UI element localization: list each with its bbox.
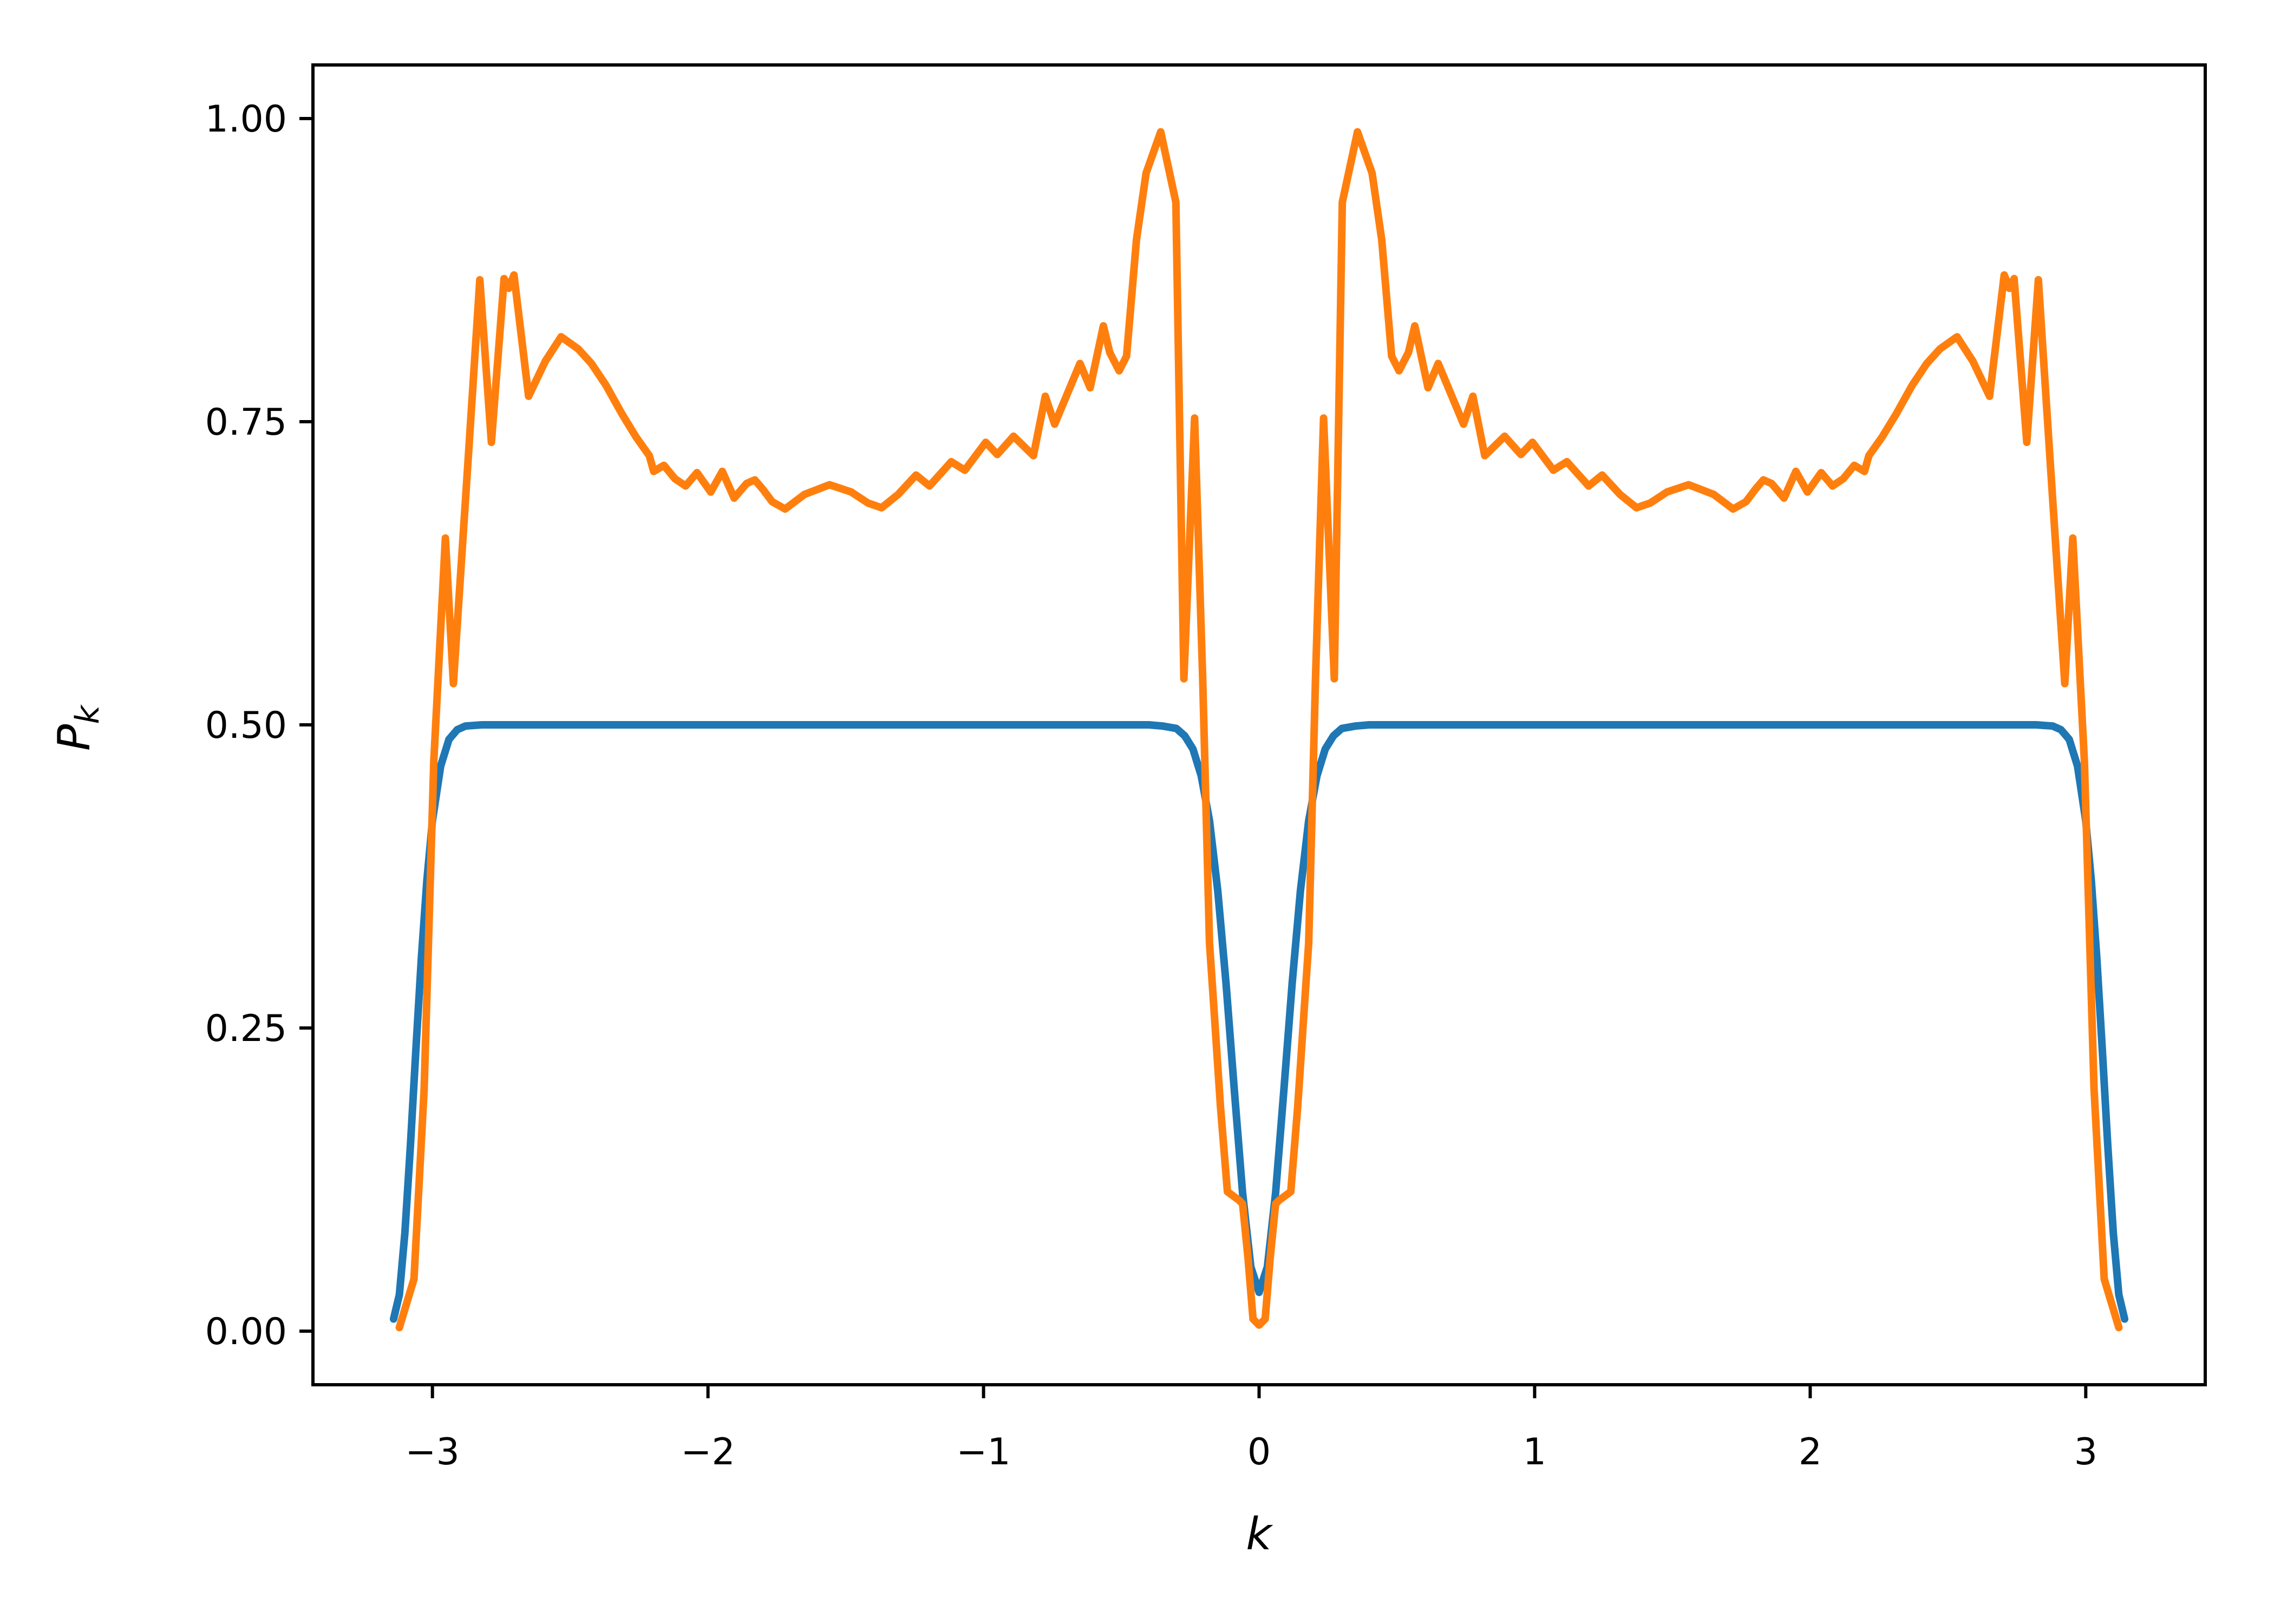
x-tick-label: −3 xyxy=(406,1431,460,1474)
series-line-smooth-occupation-curve xyxy=(389,721,2129,1323)
y-tick-label: 0.50 xyxy=(205,704,287,747)
y-tick-label: 0.00 xyxy=(205,1311,287,1353)
x-tick-label: −2 xyxy=(681,1431,735,1474)
y-tick-label: 1.00 xyxy=(205,98,287,141)
x-axis-ticks: −3 −2 −1 0 1 2 3 xyxy=(406,1385,2097,1474)
y-axis-ticks: 0.00 0.25 0.50 0.75 1.00 xyxy=(205,98,313,1353)
x-tick-label: 2 xyxy=(1799,1431,1822,1474)
y-tick-label: 0.75 xyxy=(205,401,287,444)
x-tick-label: 1 xyxy=(1523,1431,1546,1474)
y-axis-label-subscript: k xyxy=(69,704,107,724)
y-axis-label: Pk xyxy=(49,704,107,751)
x-tick-label: 3 xyxy=(2074,1431,2097,1474)
x-tick-label: 0 xyxy=(1247,1431,1271,1474)
y-axis-label-main: P xyxy=(49,724,100,751)
x-tick-label: −1 xyxy=(956,1431,1010,1474)
x-axis-label: k xyxy=(1246,1509,1273,1560)
series-group xyxy=(389,128,2129,1332)
series-line-noisy-occupation-curve xyxy=(395,128,2123,1332)
y-tick-label: 0.25 xyxy=(205,1007,287,1050)
